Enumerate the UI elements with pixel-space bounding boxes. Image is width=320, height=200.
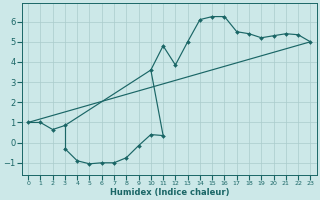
X-axis label: Humidex (Indice chaleur): Humidex (Indice chaleur) <box>109 188 229 197</box>
